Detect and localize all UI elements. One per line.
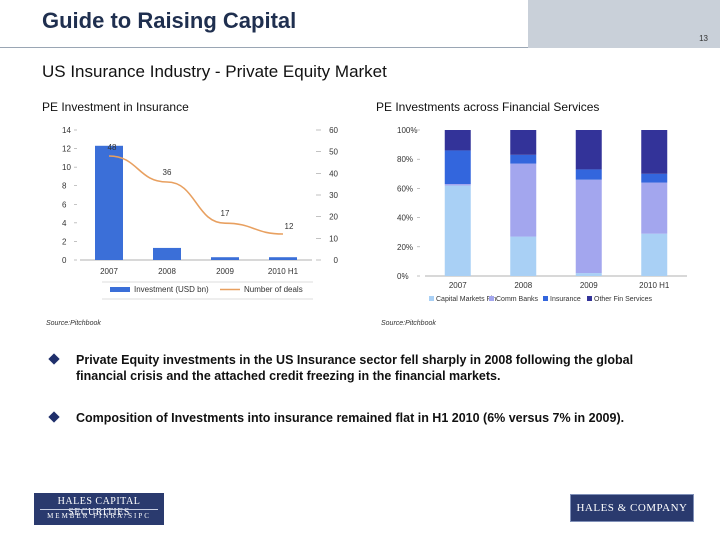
y-tick-label: 2 xyxy=(62,237,67,246)
stacked-bar-segment xyxy=(575,169,602,180)
legend-label: Insurance xyxy=(550,296,581,303)
bullet-text: Private Equity investments in the US Ins… xyxy=(76,353,634,383)
investment-bar xyxy=(269,257,297,260)
legend-swatch xyxy=(489,296,494,301)
right-chart-source: Source:Pitchbook xyxy=(381,320,436,327)
diamond-bullet-icon xyxy=(48,353,60,365)
left-chart-source: Source:Pitchbook xyxy=(46,320,101,327)
stacked-bar-segment xyxy=(575,179,602,274)
stacked-bar-segment xyxy=(444,130,471,151)
x-tick-label: 2009 xyxy=(216,267,234,276)
y-tick-label: 0 xyxy=(62,256,67,265)
bullet-item-2: Composition of Investments into insuranc… xyxy=(48,410,650,446)
logo-line-1: HALES CAPITAL SECURITIES xyxy=(57,496,141,518)
deals-data-label: 48 xyxy=(108,143,117,152)
stacked-bar-segment xyxy=(510,236,537,276)
investment-bar xyxy=(153,247,181,260)
legend-swatch xyxy=(587,296,592,301)
y2-tick-label: 50 xyxy=(329,148,338,157)
bullet-item-1: Private Equity investments in the US Ins… xyxy=(48,352,650,388)
legend-swatch-investment xyxy=(110,287,130,292)
y2-tick-label: 40 xyxy=(329,169,338,178)
slide-subtitle: US Insurance Industry - Private Equity M… xyxy=(42,62,387,81)
right-chart-title: PE Investments across Financial Services xyxy=(376,100,600,114)
hales-company-logo: HALES & COMPANY xyxy=(570,494,694,522)
y2-tick-label: 20 xyxy=(329,213,338,222)
deals-line xyxy=(108,155,284,235)
y-tick-label: 100% xyxy=(397,126,417,135)
legend-label: Other Fin Services xyxy=(594,296,652,303)
stacked-bar-segment xyxy=(575,130,602,170)
hales-capital-securities-logo: HALES CAPITAL SECURITIES MEMBER FINRA/SI… xyxy=(34,493,164,525)
page-title: Guide to Raising Capital xyxy=(42,8,297,33)
y-tick-label: 14 xyxy=(62,126,71,135)
y-tick-label: 40% xyxy=(397,214,413,223)
legend-label-investment: Investment (USD bn) xyxy=(134,285,209,294)
left-chart-title: PE Investment in Insurance xyxy=(42,100,189,114)
stacked-bar-segment xyxy=(510,130,537,155)
x-tick-label: 2007 xyxy=(449,281,467,290)
stacked-bar-segment xyxy=(444,185,471,276)
y-tick-label: 6 xyxy=(62,200,67,209)
x-tick-label: 2008 xyxy=(514,281,532,290)
stacked-bar-segment xyxy=(641,182,668,234)
legend-label: Comm Banks xyxy=(496,296,539,303)
x-tick-label: 2009 xyxy=(580,281,598,290)
stacked-bar-segment xyxy=(444,184,471,186)
pe-financial-services-chart: 100% 80% 60% 40% 20% 0% 2007 2008 2009 2010 H1 Cap… xyxy=(397,126,687,303)
x-tick-label: 2008 xyxy=(158,267,176,276)
stacked-bar-segment xyxy=(444,150,471,185)
logo-line-2: MEMBER FINRA/SIPC xyxy=(47,512,151,520)
legend-label-deals: Number of deals xyxy=(244,285,303,294)
stacked-bar-segment xyxy=(641,130,668,174)
y2-tick-label: 0 xyxy=(334,256,339,265)
y-tick-label: 0% xyxy=(397,272,409,281)
y-tick-label: 80% xyxy=(397,155,413,164)
stacked-bar-segment xyxy=(510,163,537,237)
y-tick-label: 60% xyxy=(397,184,413,193)
logo-rule xyxy=(40,509,158,510)
y2-tick-label: 60 xyxy=(329,126,338,135)
stacked-bar-segment xyxy=(510,154,537,164)
page-number: 13 xyxy=(699,34,708,43)
investment-bar xyxy=(211,257,239,260)
x-tick-label: 2007 xyxy=(100,267,118,276)
header-divider xyxy=(0,47,528,48)
deals-data-label: 17 xyxy=(221,209,230,218)
diamond-bullet-icon xyxy=(48,411,60,423)
y-tick-label: 4 xyxy=(62,219,67,228)
x-tick-label: 2010 H1 xyxy=(639,281,670,290)
legend-swatch xyxy=(429,296,434,301)
y2-tick-label: 30 xyxy=(329,191,338,200)
y-tick-label: 10 xyxy=(62,163,71,172)
legend-swatch xyxy=(543,296,548,301)
stacked-bar-segment xyxy=(641,173,668,183)
deals-data-label: 12 xyxy=(285,222,294,231)
stacked-bar-segment xyxy=(575,273,602,276)
investment-bar xyxy=(95,145,123,260)
y-tick-label: 12 xyxy=(62,145,71,154)
bullet-text: Composition of Investments into insuranc… xyxy=(76,411,625,425)
legend-label: Capital Markets Fin xyxy=(436,296,496,303)
deals-data-label: 36 xyxy=(163,168,172,177)
stacked-bar-segment xyxy=(641,233,668,276)
y-tick-label: 8 xyxy=(62,182,67,191)
header-title-area xyxy=(0,0,528,48)
y2-tick-label: 10 xyxy=(329,234,338,243)
x-tick-label: 2010 H1 xyxy=(268,267,299,276)
y-tick-label: 20% xyxy=(397,243,413,252)
